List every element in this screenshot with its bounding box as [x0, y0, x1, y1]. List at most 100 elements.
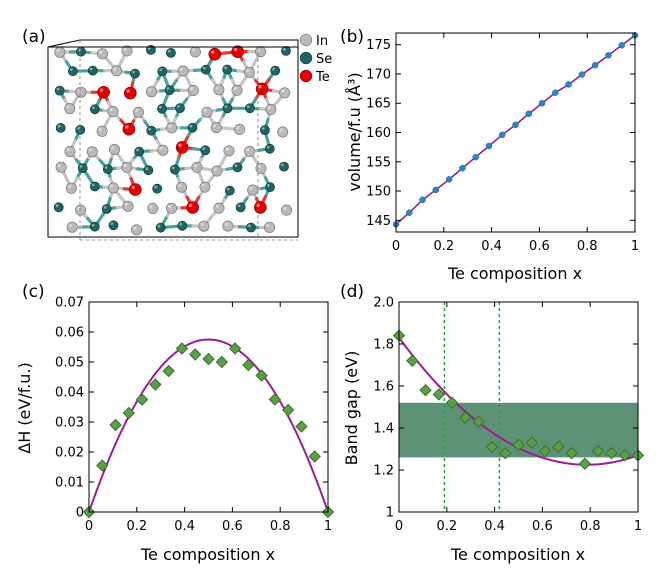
b-data-point — [419, 196, 426, 204]
atom-se — [134, 146, 145, 157]
c-data-point — [135, 393, 149, 406]
atom-highlight — [159, 105, 162, 109]
atom-in — [255, 163, 267, 175]
panel-b-volume-chart: (b) volume/f.u (Å³) Te composition x 0 0.… — [340, 27, 639, 283]
atom-te — [122, 122, 136, 136]
atom-highlight — [66, 105, 70, 109]
c-data-point — [122, 406, 136, 420]
c-data-point — [228, 342, 242, 355]
atom-highlight — [248, 224, 251, 228]
atom-highlight — [272, 67, 275, 71]
atom-highlight — [148, 127, 152, 131]
atom-highlight — [145, 167, 149, 171]
b-data-point — [459, 164, 466, 172]
d-data-point — [472, 415, 485, 428]
atom-highlight — [167, 49, 171, 53]
d-x-tick-label: 1 — [634, 519, 642, 534]
d-x-tick-label: 0.2 — [436, 519, 457, 534]
b-data-point — [525, 110, 533, 118]
d-data-point — [605, 446, 618, 460]
atom-in — [122, 200, 134, 212]
d-data-point — [565, 446, 578, 460]
atom-highlight — [103, 206, 107, 209]
atom-se — [89, 221, 100, 232]
atom-highlight — [99, 88, 104, 92]
c-data-point — [215, 355, 228, 369]
panel-label-b: (b) — [340, 27, 364, 47]
atom-highlight — [266, 145, 270, 149]
b-y-tick-label: 170 — [366, 67, 391, 82]
atom-highlight — [224, 105, 228, 109]
d-x-tick-label: 0.8 — [580, 519, 601, 534]
atom-in — [265, 104, 277, 116]
atom-se — [165, 48, 176, 58]
atom-se — [169, 164, 180, 175]
atom-highlight — [179, 67, 183, 71]
atom-highlight — [132, 70, 135, 74]
b-y-tick-label: 175 — [366, 38, 391, 53]
atom-highlight — [157, 224, 161, 228]
atom-in — [177, 65, 189, 77]
atom-in — [223, 145, 235, 157]
c-data-point — [268, 393, 282, 406]
b-x-tick-label: 0.2 — [433, 239, 454, 254]
c-x-axis-label: Te composition x — [140, 545, 275, 564]
d-y-tick-label: 1 — [386, 506, 394, 521]
atom-highlight — [225, 147, 229, 151]
b-y-tick-label: 145 — [366, 214, 391, 229]
b-data-point — [432, 186, 440, 194]
atom-highlight — [193, 164, 197, 168]
atom-se — [54, 85, 65, 96]
atom-highlight — [77, 126, 80, 130]
atom-highlight — [215, 86, 219, 90]
atom-in — [213, 202, 225, 214]
atom-highlight — [202, 66, 206, 70]
atom-in — [255, 46, 267, 58]
d-y-axis-label: Band gap (eV) — [342, 351, 361, 466]
d-y-tick-label: 2.0 — [373, 296, 394, 311]
legend-label-te: Te — [315, 70, 330, 85]
atom-highlight — [166, 87, 170, 90]
atom-se — [270, 65, 281, 76]
atom-in — [131, 224, 143, 236]
b-y-tick-label: 155 — [366, 155, 391, 170]
c-data-point — [202, 352, 215, 366]
atom-in — [199, 181, 211, 193]
atom-se — [222, 64, 233, 75]
atom-highlight — [133, 226, 137, 230]
d-data-point — [432, 388, 446, 401]
c-data-point — [295, 420, 308, 433]
atom-in — [263, 221, 275, 233]
unit-cell-outline — [47, 39, 299, 241]
b-volume-line — [395, 34, 636, 225]
c-x-tick-label: 1 — [324, 519, 332, 534]
atom-highlight — [178, 143, 182, 148]
c-y-axis-label: ΔH (eV/f.u.) — [15, 362, 34, 454]
atom-highlight — [171, 166, 175, 170]
atom-in — [75, 86, 87, 98]
atom-te — [97, 86, 110, 99]
atom-in — [189, 46, 201, 58]
atom-in — [191, 161, 203, 173]
c-y-tick-label: 0.01 — [55, 476, 84, 491]
atom-se — [145, 45, 156, 55]
c-axes-frame — [88, 301, 329, 513]
c-x-tick-label: 0.4 — [174, 519, 195, 534]
atom-highlight — [179, 222, 183, 226]
atom-highlight — [56, 48, 60, 53]
b-data-point — [512, 121, 519, 129]
atom-te — [124, 86, 137, 100]
c-data-point — [242, 358, 255, 372]
atom-se — [143, 165, 154, 176]
d-y-tick-label: 1.4 — [373, 422, 394, 437]
c-x-tick-label: 0.8 — [270, 519, 291, 534]
b-x-tick-label: 0.4 — [481, 239, 502, 254]
atom-highlight — [279, 128, 283, 132]
c-x-tick-label: 0 — [85, 519, 93, 534]
atom-in — [279, 87, 291, 99]
d-y-tick-label: 1.6 — [373, 380, 394, 395]
atom-te — [231, 45, 244, 59]
b-plot-area: 0 0.2 0.4 0.6 0.8 1 145 150 155 160 165 170 175 — [366, 32, 639, 254]
atom-in — [277, 126, 289, 138]
